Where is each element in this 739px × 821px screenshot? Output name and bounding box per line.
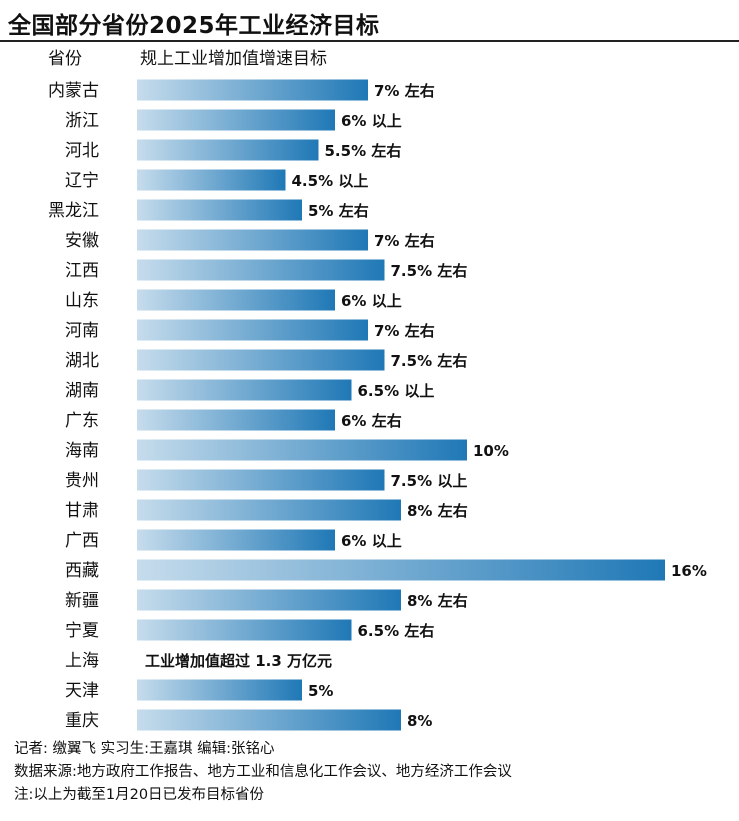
value-label: 8% 左右 [407, 502, 468, 520]
value-label: 8% [407, 712, 432, 730]
category-label: 甘肃 [65, 501, 99, 521]
category-label: 湖北 [65, 351, 99, 371]
value-label: 6% 左右 [341, 412, 402, 430]
value-header: 规上工业增加值增速目标 [140, 49, 327, 69]
footer: 记者: 缴翼飞 实习生:王嘉琪 编辑:张铭心 数据来源:地方政府工作报告、地方工… [14, 738, 734, 807]
value-label: 4.5% 以上 [292, 172, 369, 190]
value-label: 5% [308, 682, 333, 700]
chart-title: 全国部分省份2025年工业经济目标 [8, 13, 380, 39]
category-label: 海南 [65, 441, 99, 461]
bar [137, 439, 467, 461]
bar [137, 529, 335, 551]
title-divider [0, 40, 739, 42]
value-label: 5.5% 左右 [325, 142, 402, 160]
value-label: 7.5% 左右 [391, 262, 468, 280]
value-label: 16% [671, 562, 707, 580]
value-label: 7% 左右 [374, 322, 435, 340]
category-label: 重庆 [65, 711, 99, 731]
bar [137, 259, 385, 281]
category-label: 新疆 [65, 591, 99, 611]
value-label: 8% 左右 [407, 592, 468, 610]
bar [137, 469, 385, 491]
bar [137, 289, 335, 311]
category-label: 湖南 [65, 381, 99, 401]
category-label: 内蒙古 [48, 81, 99, 101]
value-label: 7.5% 以上 [391, 472, 468, 490]
footer-note: 注:以上为截至1月20日已发布目标省份 [14, 787, 265, 803]
category-label: 宁夏 [65, 621, 99, 641]
category-label: 贵州 [65, 471, 99, 491]
category-label: 河南 [65, 321, 99, 341]
value-label: 6% 以上 [341, 292, 402, 310]
category-label: 河北 [65, 141, 99, 161]
bar [137, 199, 302, 221]
category-label: 上海 [65, 651, 99, 671]
category-header: 省份 [48, 49, 82, 69]
bar [137, 79, 368, 101]
bar [137, 109, 335, 131]
category-label: 黑龙江 [48, 201, 99, 221]
category-label: 浙江 [65, 111, 99, 131]
category-label: 天津 [65, 681, 99, 701]
category-label: 辽宁 [65, 171, 99, 191]
bar [137, 169, 286, 191]
bar [137, 349, 385, 371]
value-label: 7% 左右 [374, 232, 435, 250]
value-label: 工业增加值超过 1.3 万亿元 [145, 652, 332, 670]
category-label: 江西 [65, 261, 99, 281]
bar [137, 409, 335, 431]
category-label: 广西 [65, 531, 99, 551]
value-label: 10% [473, 442, 509, 460]
value-label: 6.5% 左右 [358, 622, 435, 640]
bar [137, 709, 401, 731]
category-label: 山东 [65, 291, 99, 311]
bar [137, 589, 401, 611]
bar [137, 679, 302, 701]
footer-reporter: 记者: 缴翼飞 实习生:王嘉琪 编辑:张铭心 [14, 741, 275, 757]
value-label: 6.5% 以上 [358, 382, 435, 400]
value-label: 5% 左右 [308, 202, 369, 220]
category-label: 西藏 [65, 561, 99, 581]
footer-source: 数据来源:地方政府工作报告、地方工业和信息化工作会议、地方经济工作会议 [14, 764, 512, 780]
bar [137, 139, 319, 161]
value-label: 6% 以上 [341, 112, 402, 130]
bar [137, 319, 368, 341]
category-label: 广东 [65, 411, 99, 431]
category-label: 安徽 [65, 231, 99, 251]
bar [137, 379, 352, 401]
bar [137, 619, 352, 641]
value-label: 6% 以上 [341, 532, 402, 550]
bar [137, 229, 368, 251]
value-label: 7.5% 左右 [391, 352, 468, 370]
bar [137, 499, 401, 521]
bar [137, 559, 665, 581]
value-label: 7% 左右 [374, 82, 435, 100]
